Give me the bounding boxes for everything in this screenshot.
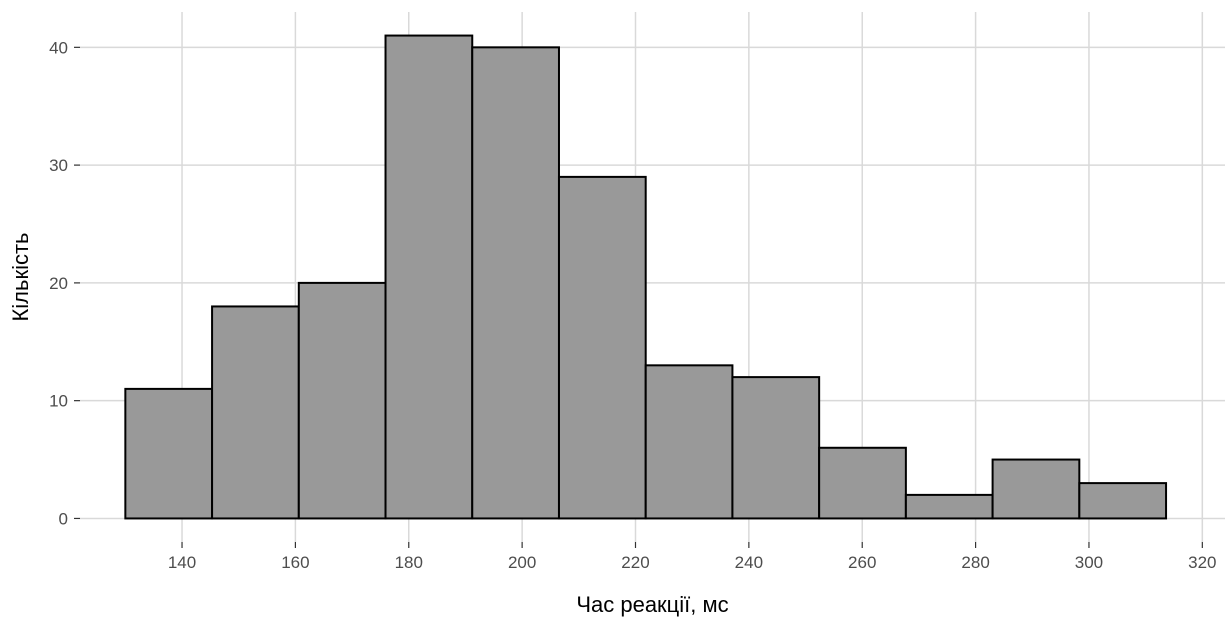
histogram-bar: [384, 34, 474, 520]
y-tick-label: 30: [49, 156, 68, 175]
x-tick-label: 180: [395, 553, 423, 572]
y-tick-label: 40: [49, 38, 68, 57]
x-tick-label: 300: [1075, 553, 1103, 572]
histogram-bar: [644, 364, 734, 520]
x-tick-label: 160: [281, 553, 309, 572]
y-tick-label: 0: [59, 509, 68, 528]
histogram-bar: [904, 493, 994, 520]
histogram-bar: [557, 175, 647, 520]
histogram-bar: [471, 46, 560, 520]
x-axis-ticks: 140 160 180 200 220 240 260 280 300 320: [168, 542, 1217, 572]
y-axis-ticks: 0 10 20 30 40: [49, 38, 80, 528]
histogram-bar: [991, 458, 1081, 520]
histogram-bar: [124, 387, 214, 520]
y-tick-label: 10: [49, 392, 68, 411]
histogram-bar: [211, 305, 300, 520]
x-tick-label: 240: [735, 553, 763, 572]
x-tick-label: 200: [508, 553, 536, 572]
histogram-bar: [818, 446, 907, 520]
x-tick-label: 260: [848, 553, 876, 572]
x-tick-label: 320: [1188, 553, 1216, 572]
x-tick-label: 220: [621, 553, 649, 572]
histogram-bars: [124, 34, 1168, 520]
x-tick-label: 140: [168, 553, 196, 572]
y-tick-label: 20: [49, 274, 68, 293]
x-axis-title: Час реакції, мс: [576, 592, 728, 617]
histogram-bar: [731, 376, 821, 520]
histogram-bar: [1078, 482, 1168, 520]
histogram-bar: [297, 281, 387, 520]
x-tick-label: 280: [961, 553, 989, 572]
y-axis-title: Кількість: [8, 232, 33, 321]
